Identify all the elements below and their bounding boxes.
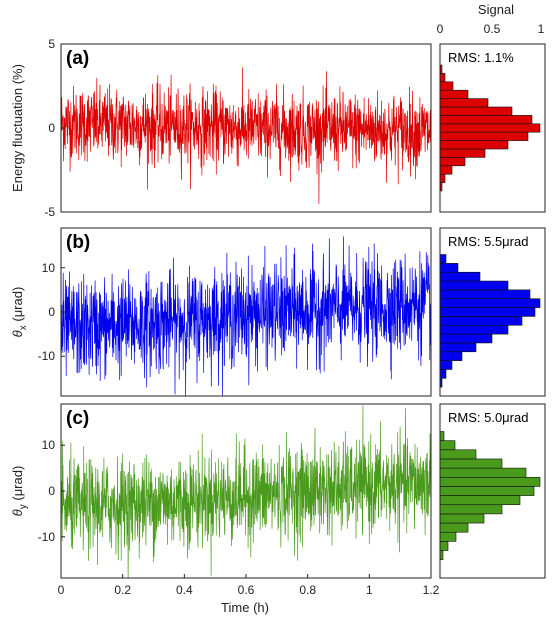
- histogram-bar: [439, 316, 523, 326]
- theta-y-histogram-frame: [439, 403, 546, 579]
- histogram-bar: [439, 495, 521, 506]
- histogram-bar: [439, 131, 529, 141]
- panel-theta-y: (c) -10 0 10 θy (μrad) RMS: 5.0μrad: [10, 403, 546, 579]
- theta-y-rms-label: RMS: 5.0μrad: [448, 410, 528, 425]
- y-tick-label: 5: [48, 37, 55, 51]
- histogram-bar: [439, 467, 527, 478]
- histogram-bar: [439, 271, 481, 282]
- histogram-bar: [439, 513, 485, 524]
- histogram-bar: [439, 263, 459, 273]
- panel-theta-x: (b) -10 0 10 θx (μrad) RMS: 5.5μrad: [10, 227, 546, 397]
- histogram-tick-0: 0: [437, 22, 444, 36]
- histogram-bar: [439, 440, 456, 451]
- theta-y-y-label: θy (μrad): [10, 466, 29, 517]
- histogram-bar: [439, 342, 477, 353]
- histogram-bar: [439, 431, 445, 441]
- histogram-bar: [439, 486, 535, 496]
- histogram-bar: [439, 351, 463, 361]
- time-x-label: Time (h): [221, 600, 269, 615]
- x-tick-label: 0.2: [114, 583, 131, 597]
- theta-y-histogram: [439, 431, 541, 560]
- histogram-bar: [439, 298, 541, 308]
- theta-x-histogram: [439, 254, 541, 388]
- histogram-bar: [439, 360, 453, 370]
- panel-energy: (a) -5 0 5 Energy fluctuation (%) RMS: 1.1…: [10, 37, 546, 219]
- histogram-bar: [439, 449, 477, 460]
- theta-x-trace: [60, 236, 432, 397]
- histogram-bar: [439, 148, 486, 158]
- theta-x-y-label: θx (μrad): [10, 287, 29, 338]
- histogram-bar: [439, 157, 466, 167]
- panel-label-c: (c): [66, 408, 89, 429]
- histogram-bar: [439, 307, 536, 317]
- energy-y-ticks: -5 0 5: [44, 37, 65, 219]
- histogram-bar: [439, 98, 489, 108]
- x-tick-label: 0: [58, 583, 65, 597]
- x-tick-label: 0.6: [238, 583, 255, 597]
- x-tick-label: 1.2: [423, 583, 440, 597]
- energy-histogram-frame: [439, 43, 546, 213]
- histogram-bar: [439, 165, 453, 175]
- histogram-bar: [439, 504, 503, 515]
- histogram-bar: [439, 106, 513, 116]
- y-tick-label: 10: [42, 438, 56, 452]
- histogram-bar: [439, 531, 457, 542]
- y-tick-label: -10: [38, 530, 56, 544]
- energy-histogram: [439, 64, 541, 192]
- y-tick-label: 0: [48, 305, 55, 319]
- trace-line: [60, 236, 432, 397]
- x-tick-label: 0.4: [176, 583, 193, 597]
- histogram-bar: [439, 333, 493, 344]
- y-tick-label: 0: [48, 121, 55, 135]
- theta-x-y-ticks: -10 0 10: [38, 261, 65, 363]
- trace-line: [60, 67, 432, 205]
- histogram-bar: [439, 476, 541, 487]
- histogram-bar: [439, 541, 449, 551]
- energy-rms-label: RMS: 1.1%: [448, 50, 514, 65]
- y-tick-label: -10: [38, 349, 56, 363]
- theta-y-y-ticks: -10 0 10: [38, 438, 65, 544]
- histogram-bar: [439, 81, 454, 91]
- histogram-bar: [439, 140, 509, 150]
- histogram-bar: [439, 123, 541, 133]
- y-tick-label: 0: [48, 484, 55, 498]
- histogram-tick-1: 1: [538, 22, 545, 36]
- histogram-bar: [439, 89, 469, 99]
- histogram-bar: [439, 324, 509, 335]
- time-x-ticks: 0 0.2 0.4 0.6 0.8 1 1.2: [58, 574, 440, 597]
- histogram-bar: [439, 280, 509, 291]
- theta-y-trace: [60, 405, 432, 579]
- histogram-bar: [439, 115, 533, 125]
- histogram-tick-0-5: 0.5: [484, 22, 501, 36]
- histogram-bar: [439, 173, 446, 183]
- energy-trace: [60, 67, 432, 205]
- histogram-bar: [439, 458, 503, 469]
- trace-line: [60, 405, 432, 579]
- x-tick-label: 0.8: [299, 583, 316, 597]
- histogram-axis-title: Signal: [478, 2, 514, 17]
- histogram-bar: [439, 369, 447, 379]
- x-tick-label: 1: [366, 583, 373, 597]
- theta-x-histogram-frame: [439, 227, 546, 397]
- histogram-bar: [439, 289, 531, 300]
- y-tick-label: 10: [42, 261, 56, 275]
- histogram-bar: [439, 522, 469, 533]
- panel-label-b: (b): [66, 232, 90, 253]
- histogram-bar: [439, 73, 446, 83]
- y-tick-label: -5: [44, 205, 55, 219]
- theta-x-rms-label: RMS: 5.5μrad: [448, 234, 528, 249]
- energy-y-label: Energy fluctuation (%): [10, 64, 25, 192]
- histogram-bar: [439, 254, 447, 264]
- panel-label-a: (a): [66, 48, 89, 69]
